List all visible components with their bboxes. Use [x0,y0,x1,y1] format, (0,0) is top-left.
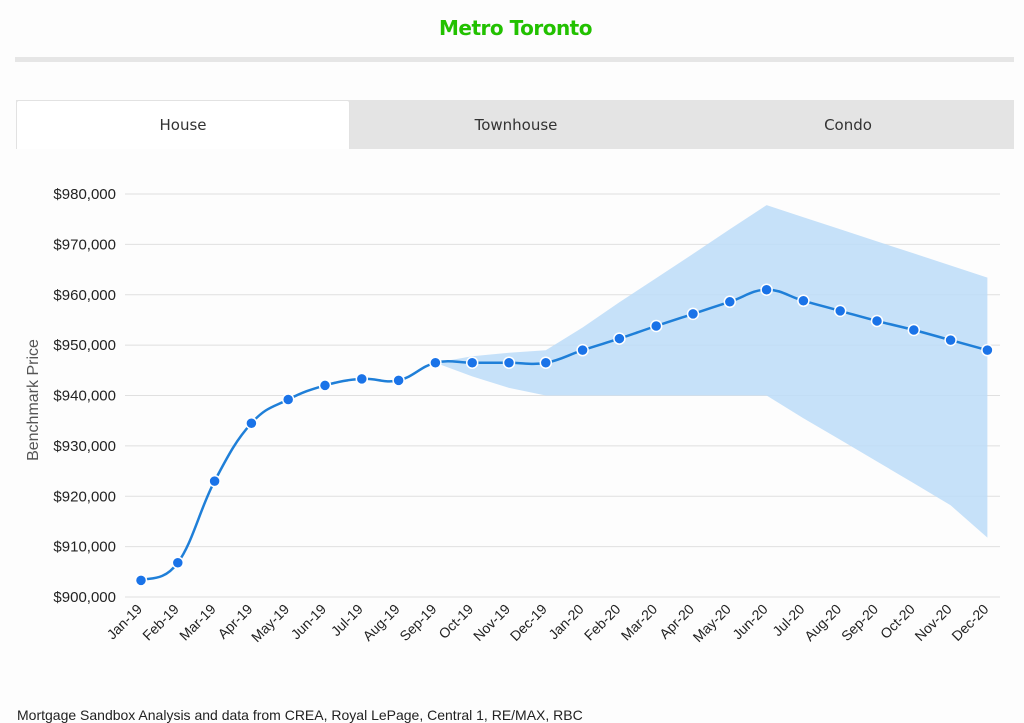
x-tick-label: May-20 [690,601,734,645]
forecast-range-band [435,205,988,538]
chart-container: $900,000 $910,000 $920,000 $930,000 $940,000… [0,150,1024,695]
page-title: Metro Toronto [439,16,592,40]
data-point [944,333,957,347]
y-tick-label: $960,000 [53,287,116,304]
x-tick-label: Dec-20 [948,601,991,644]
y-tick-label: $900,000 [53,589,116,606]
title-divider [15,57,1014,62]
x-tick-label: Feb-19 [139,601,182,644]
x-tick-label: Jun-19 [288,601,330,643]
y-tick-label: $910,000 [53,539,116,556]
x-tick-label: Aug-19 [359,601,402,644]
x-tick-label: Oct-20 [877,601,918,642]
x-tick-label: Jun-20 [729,601,771,643]
data-point [429,356,442,370]
tab-townhouse[interactable]: Townhouse [474,115,558,134]
data-point [649,319,663,333]
data-point [171,556,185,569]
data-point [245,416,258,430]
y-tick-label: $940,000 [53,388,116,405]
data-point [870,314,884,328]
data-point [392,374,405,387]
property-type-tabs: House Townhouse Condo [16,100,1014,149]
x-tick-label: Aug-20 [801,601,844,644]
data-point [686,307,700,321]
x-tick-label: Nov-19 [470,601,513,644]
x-tick-label: Sep-19 [396,601,439,644]
data-point [576,343,589,357]
price-points [134,283,994,587]
data-point [833,304,847,318]
data-point [355,372,369,386]
y-tick-label: $920,000 [53,488,116,505]
x-tick-label: Mar-20 [618,601,661,644]
data-point [797,294,810,308]
tab-house[interactable]: House [16,100,350,149]
y-axis-ticks: $900,000 $910,000 $920,000 $930,000 $940,000… [53,186,116,606]
tab-condo[interactable]: Condo [824,115,872,134]
benchmark-price-chart: $900,000 $910,000 $920,000 $930,000 $940,000… [25,186,1000,645]
x-tick-label: Jan-19 [104,601,146,643]
x-axis-ticks: Jan-19Feb-19Mar-19Apr-19May-19Jun-19Jul-… [104,601,992,645]
data-point [208,474,221,488]
source-footnote: Mortgage Sandbox Analysis and data from … [17,707,583,723]
x-tick-label: Sep-20 [838,601,881,644]
data-point [907,323,921,337]
data-point [318,379,332,392]
data-point [723,295,737,309]
x-tick-label: Feb-20 [581,601,624,644]
x-tick-label: Mar-19 [176,601,219,644]
data-point [465,356,479,370]
x-tick-label: May-19 [248,601,292,645]
data-point [981,343,994,357]
y-tick-label: $950,000 [53,337,116,354]
data-point [134,574,148,587]
y-tick-label: $980,000 [53,186,116,203]
data-point [281,393,295,406]
y-tick-label: $930,000 [53,438,116,455]
x-tick-label: Nov-20 [911,601,954,644]
data-point [539,356,553,370]
y-axis-label: Benchmark Price [25,339,42,461]
data-point [613,332,626,345]
y-tick-label: $970,000 [53,236,116,253]
data-point [760,283,773,296]
data-point [502,356,516,370]
x-tick-label: Jan-20 [545,601,587,643]
forecast-band [435,205,988,538]
x-tick-label: Dec-19 [507,601,550,644]
x-tick-label: Oct-19 [435,601,476,642]
